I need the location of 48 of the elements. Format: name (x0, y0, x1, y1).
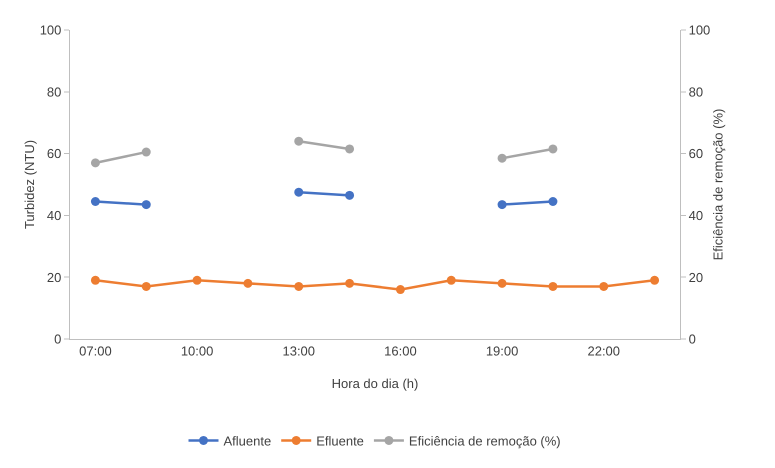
point (142, 282, 151, 291)
point (243, 278, 252, 288)
y2-tick-label: 60 (688, 146, 704, 162)
x-tick-label: 07:00 (79, 344, 112, 359)
point (142, 200, 151, 210)
legend-label: Eficiência de remoção (%) (408, 434, 561, 449)
point (498, 154, 507, 163)
x-tick-label: 22:00 (587, 344, 620, 359)
y2-tick-label: 0 (688, 332, 696, 347)
point (599, 282, 608, 291)
point (90, 158, 100, 168)
point (192, 276, 202, 285)
point (498, 278, 507, 288)
legend-label: Afluente (224, 434, 272, 449)
point (142, 148, 151, 157)
point (90, 197, 100, 206)
point (345, 278, 354, 288)
legend-label: Efluente (316, 434, 364, 449)
y-tick-label: 20 (46, 270, 62, 285)
y-tick-label: 80 (46, 84, 62, 100)
y-tick-label: 100 (40, 22, 62, 38)
point (498, 200, 507, 210)
x-tick-label: 13:00 (282, 344, 316, 359)
x-axis-title: Hora do dia (h) (332, 376, 418, 391)
x-tick-label: 16:00 (384, 344, 417, 359)
point (345, 190, 354, 200)
point (294, 136, 304, 146)
y-tick-label: 40 (46, 208, 62, 223)
point (294, 282, 304, 291)
point (548, 144, 558, 154)
y-tick-label: 0 (54, 332, 62, 347)
point (446, 276, 456, 285)
y2-tick-label: 100 (688, 22, 710, 38)
point (548, 282, 558, 291)
point (294, 188, 304, 197)
x-tick-label: 10:00 (180, 344, 214, 359)
x-tick-label: 19:00 (486, 344, 518, 359)
y2-axis-title: Eficiência de remoção (%) (710, 108, 726, 260)
point (650, 276, 660, 285)
point (345, 144, 354, 154)
y2-tick-label: 40 (688, 208, 704, 223)
y-tick-label: 60 (46, 146, 62, 162)
y2-tick-label: 80 (688, 84, 704, 100)
point (90, 276, 100, 285)
point (548, 197, 558, 206)
point (396, 285, 405, 294)
y2-tick-label: 20 (688, 270, 704, 285)
y-axis-title: Turbidez (NTU) (22, 140, 37, 230)
